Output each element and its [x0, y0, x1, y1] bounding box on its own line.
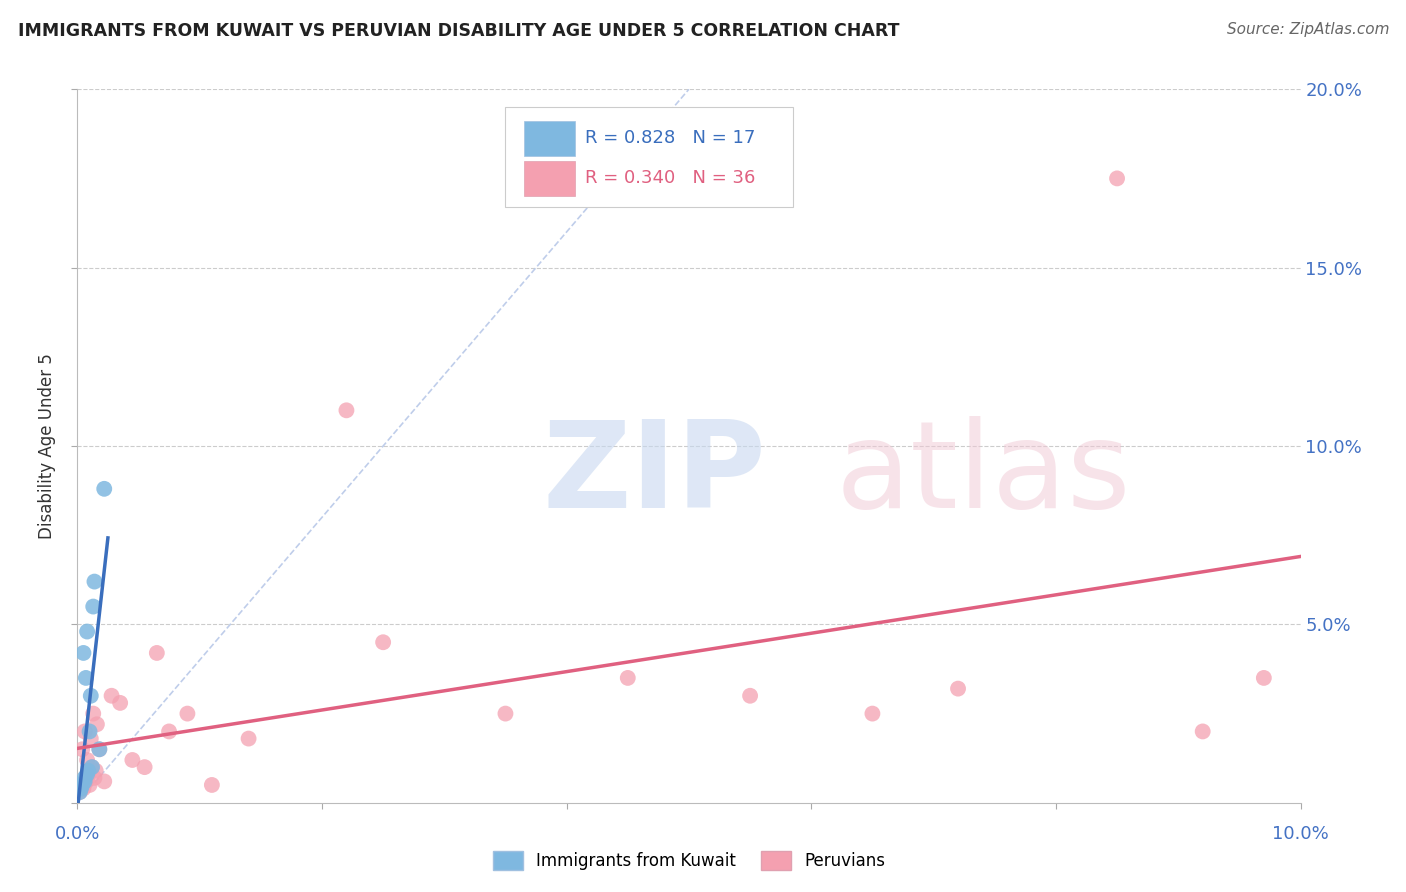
- Point: [80, 760, 103, 774]
- Point: [371, 635, 394, 649]
- Point: [72, 646, 94, 660]
- Point: [76, 624, 98, 639]
- Point: [75, 774, 97, 789]
- Point: [77, 764, 100, 778]
- Point: [335, 403, 357, 417]
- Point: [93, 774, 115, 789]
- Point: [238, 731, 260, 746]
- Point: [108, 696, 131, 710]
- Point: [157, 724, 180, 739]
- FancyBboxPatch shape: [524, 121, 575, 156]
- Point: [134, 760, 156, 774]
- FancyBboxPatch shape: [524, 161, 575, 196]
- Point: [70, 778, 93, 792]
- Point: [83, 574, 105, 589]
- Point: [862, 706, 884, 721]
- Point: [70, 742, 93, 756]
- Point: [73, 774, 96, 789]
- Text: ZIP: ZIP: [543, 416, 766, 533]
- Text: 0.0%: 0.0%: [55, 825, 100, 843]
- Point: [82, 706, 104, 721]
- Point: [80, 731, 103, 746]
- Text: Source: ZipAtlas.com: Source: ZipAtlas.com: [1226, 22, 1389, 37]
- Point: [79, 724, 101, 739]
- Text: R = 0.340   N = 36: R = 0.340 N = 36: [585, 169, 755, 187]
- Point: [73, 724, 96, 739]
- Point: [121, 753, 143, 767]
- Text: 10.0%: 10.0%: [1272, 825, 1329, 843]
- Point: [176, 706, 198, 721]
- Point: [201, 778, 224, 792]
- Point: [83, 771, 105, 785]
- Point: [75, 671, 97, 685]
- Point: [146, 646, 169, 660]
- Point: [1107, 171, 1129, 186]
- Point: [89, 742, 111, 756]
- Point: [740, 689, 762, 703]
- Point: [70, 778, 93, 792]
- Point: [72, 781, 94, 796]
- Point: [946, 681, 969, 696]
- Point: [93, 482, 115, 496]
- Point: [495, 706, 517, 721]
- Point: [69, 785, 91, 799]
- Point: [100, 689, 122, 703]
- Point: [86, 717, 108, 731]
- Point: [80, 689, 103, 703]
- Point: [617, 671, 640, 685]
- Y-axis label: Disability Age Under 5: Disability Age Under 5: [38, 353, 56, 539]
- Text: IMMIGRANTS FROM KUWAIT VS PERUVIAN DISABILITY AGE UNDER 5 CORRELATION CHART: IMMIGRANTS FROM KUWAIT VS PERUVIAN DISAB…: [18, 22, 900, 40]
- Point: [73, 771, 96, 785]
- Text: atlas: atlas: [835, 416, 1132, 533]
- Point: [76, 753, 98, 767]
- Text: R = 0.828   N = 17: R = 0.828 N = 17: [585, 129, 755, 147]
- Point: [1253, 671, 1275, 685]
- Point: [70, 781, 93, 796]
- Point: [79, 778, 101, 792]
- Point: [80, 760, 103, 774]
- Point: [82, 599, 104, 614]
- Legend: Immigrants from Kuwait, Peruvians: Immigrants from Kuwait, Peruvians: [486, 844, 891, 877]
- Point: [69, 785, 91, 799]
- Point: [76, 767, 98, 781]
- FancyBboxPatch shape: [506, 107, 793, 207]
- Point: [77, 767, 100, 781]
- Point: [89, 742, 111, 756]
- Point: [1191, 724, 1213, 739]
- Point: [84, 764, 107, 778]
